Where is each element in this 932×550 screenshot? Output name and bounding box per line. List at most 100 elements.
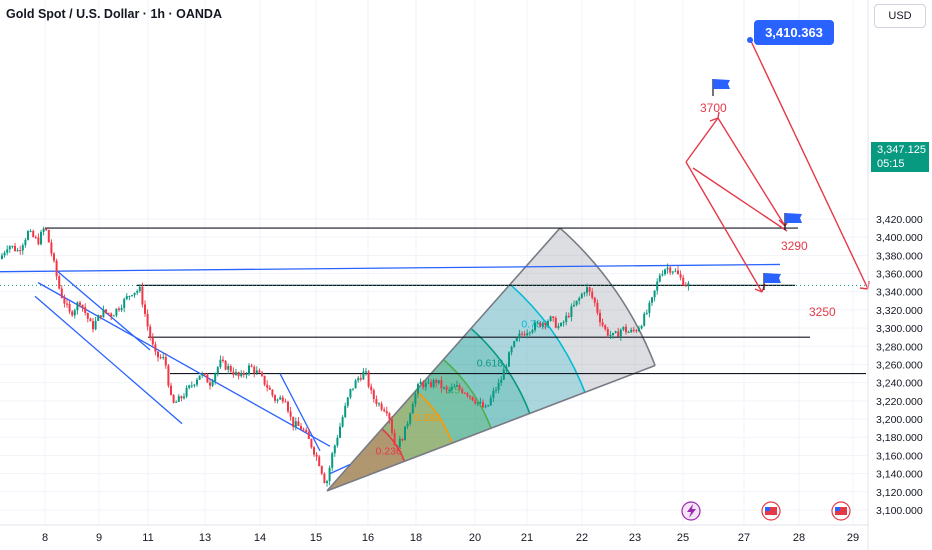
arrow-head — [778, 219, 786, 227]
candle-body — [427, 382, 430, 384]
candle-body — [586, 287, 588, 293]
channel-line — [37, 282, 331, 447]
arrow-head — [859, 287, 869, 290]
candle-body — [258, 370, 261, 373]
candle-body — [479, 402, 482, 404]
candle-body — [331, 453, 334, 468]
candle-body — [105, 309, 107, 313]
candle-body — [227, 366, 230, 370]
candle-body — [102, 309, 105, 318]
time-tick-label: 14 — [254, 532, 266, 544]
candle-body — [89, 318, 92, 322]
candle-body — [339, 426, 341, 438]
candle-body — [219, 359, 222, 368]
candle-body — [687, 283, 690, 287]
candle-body — [237, 372, 240, 377]
candle-body — [294, 421, 297, 427]
price-callout[interactable]: 3,410.363 — [754, 20, 834, 45]
candle-body — [539, 322, 542, 327]
candle-body — [391, 419, 393, 433]
time-tick-label: 20 — [469, 532, 481, 544]
candle-body — [352, 388, 354, 390]
candle-body — [669, 267, 672, 273]
candle-body — [214, 373, 217, 382]
candle-body — [666, 267, 669, 270]
candle-body — [224, 360, 227, 370]
candle-body — [536, 322, 539, 324]
candle-body — [456, 385, 458, 387]
price-tick-label: 3,200.000 — [876, 414, 923, 426]
candle-body — [648, 302, 651, 313]
candle-body — [81, 304, 84, 308]
candle-body — [640, 325, 643, 329]
candle-body — [229, 366, 232, 372]
candle-body — [448, 389, 451, 391]
us-flag-canton — [835, 507, 840, 511]
candle-body — [554, 318, 557, 328]
time-tick-label: 22 — [576, 532, 588, 544]
price-tick-label: 3,140.000 — [876, 469, 923, 481]
candle-body — [435, 380, 438, 384]
trend-channels[interactable] — [34, 271, 351, 475]
price-tick-label: 3,240.000 — [876, 378, 923, 390]
candle-body — [424, 383, 427, 388]
candle-body — [268, 387, 271, 390]
candle-body — [328, 467, 331, 482]
candle-body — [401, 438, 404, 441]
candle-body — [513, 341, 516, 347]
candle-body — [567, 315, 570, 317]
candle-body — [211, 381, 214, 386]
candle-body — [305, 429, 308, 433]
currency-selector[interactable]: USD — [874, 4, 926, 28]
price-axis[interactable]: 3,420.000 3,400.000 3,380.000 3,360.000 3,34… — [867, 0, 923, 550]
candle-body — [500, 379, 503, 383]
price-tick-label: 3,320.000 — [876, 305, 923, 317]
candle-body — [68, 303, 71, 312]
horizontal-levels[interactable] — [0, 227, 868, 375]
candle-body — [313, 447, 315, 455]
countdown-label: 05:15 — [877, 158, 905, 170]
candle-body — [58, 276, 61, 289]
candle-body — [206, 374, 209, 383]
candle-body — [549, 316, 552, 322]
candle-body — [50, 242, 53, 254]
candle-body — [528, 332, 531, 334]
candle-body — [365, 371, 367, 373]
time-tick-label: 13 — [199, 532, 211, 544]
candle-body — [385, 411, 388, 414]
time-tick-label: 25 — [677, 532, 689, 544]
arrow-head — [717, 111, 720, 119]
candle-body — [84, 307, 87, 313]
price-tick-label: 3,120.000 — [876, 487, 923, 499]
candle-body — [297, 421, 300, 426]
candle-body — [547, 321, 549, 326]
candle-body — [11, 245, 14, 247]
candle-body — [411, 404, 414, 414]
blue-trendline — [0, 263, 781, 273]
candle-body — [115, 308, 118, 316]
time-tick-label: 27 — [738, 532, 750, 544]
candle-body — [154, 344, 157, 352]
candle-body — [492, 390, 495, 398]
time-axis[interactable]: 8 9 11 13 14 15 16 18 20 21 22 23 25 27 28 29 — [0, 524, 868, 544]
candle-body — [107, 312, 110, 314]
lightning-icon — [687, 504, 696, 518]
candle-body — [583, 292, 586, 294]
time-tick-label: 11 — [142, 532, 153, 544]
candle-body — [323, 473, 326, 484]
candle-body — [209, 382, 211, 386]
proj-down-3 — [692, 167, 788, 232]
candle-body — [255, 370, 258, 374]
fib-fan-bottom-edge — [326, 364, 656, 492]
fib-fan-0.5-fill — [327, 359, 492, 491]
candle-body — [575, 300, 578, 305]
candle-body — [284, 401, 287, 403]
candle-body — [601, 322, 604, 326]
candle-body — [29, 230, 32, 232]
candle-body — [183, 396, 185, 399]
candle-body — [453, 386, 456, 388]
candle-body — [346, 397, 349, 406]
price-tick-label: 3,280.000 — [876, 341, 923, 353]
